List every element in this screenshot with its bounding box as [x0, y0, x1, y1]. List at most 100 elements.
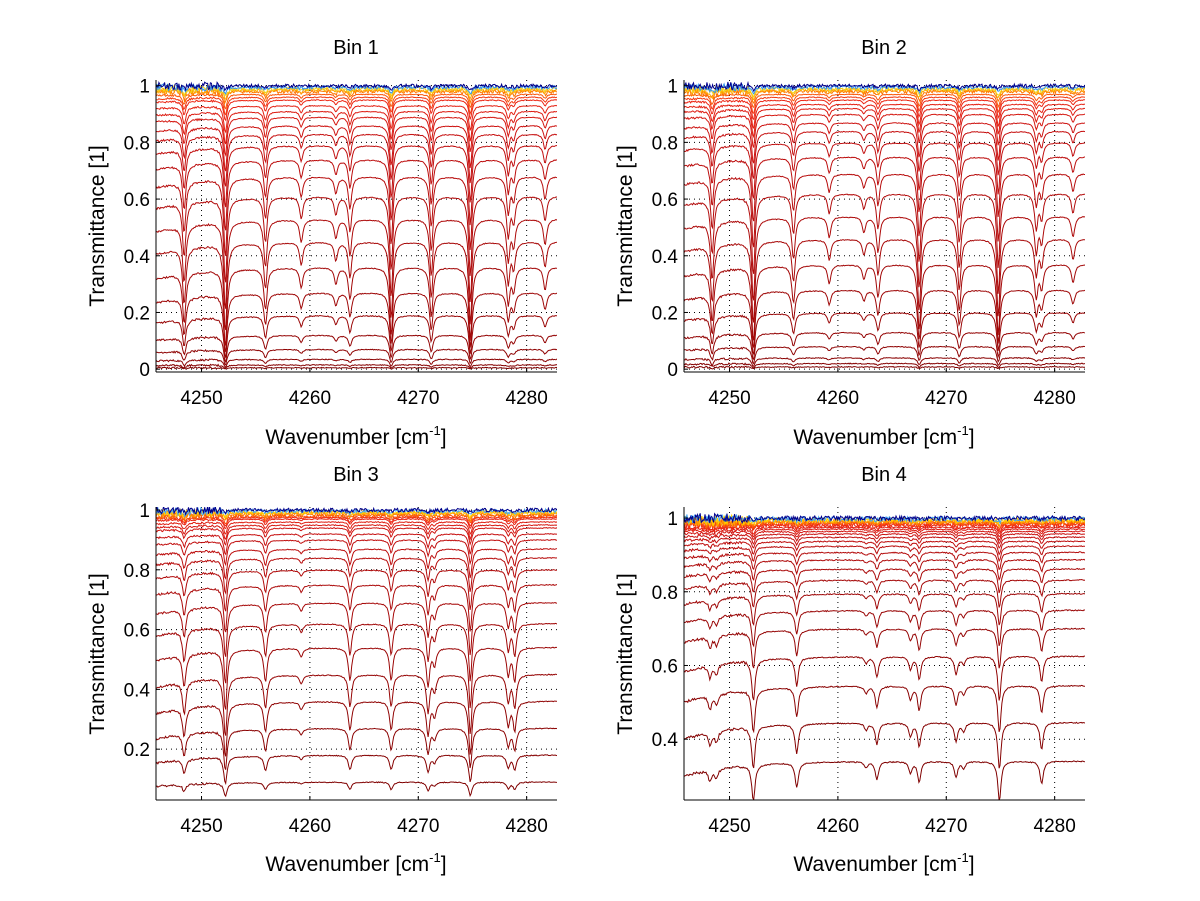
x-tick-label: 4280 — [1034, 388, 1076, 409]
spectrum-curve — [684, 93, 1085, 109]
x-tick-label: 4270 — [397, 816, 439, 837]
spectrum-curve — [684, 99, 1085, 121]
spectrum-curve — [156, 125, 557, 172]
spectrum-curve — [156, 524, 557, 542]
spectrum-curve — [156, 133, 557, 187]
spectrum-curve — [684, 567, 1085, 594]
spectrum-curve — [156, 196, 557, 283]
spectrum-curve — [684, 721, 1085, 769]
x-tick-label: 4260 — [289, 816, 331, 837]
spectrum-curve — [684, 528, 1085, 538]
spectrum-curve — [156, 547, 557, 580]
x-tick-label: 4260 — [817, 816, 859, 837]
spectrum-curve — [156, 510, 557, 524]
spectrum-curve — [156, 781, 557, 798]
grid — [156, 80, 557, 372]
spectrum-curve — [684, 558, 1085, 582]
spectrum-curve — [156, 533, 557, 556]
spectrum-curve — [156, 358, 557, 369]
spectrum-curve — [156, 96, 557, 116]
spectrum-curve — [684, 239, 1085, 323]
spectrum-curve — [156, 622, 557, 684]
spectrum-curve — [684, 193, 1085, 275]
spectrum-curve — [684, 156, 1085, 222]
spectrum-curve — [684, 103, 1085, 130]
spectrum-curve — [156, 521, 557, 536]
panel-bin-3: Bin 3 Wavenumber [cm-1] Transmittance [1… — [86, 464, 557, 876]
y-tick-label: 1 — [139, 501, 150, 522]
spectrum-curve — [156, 99, 557, 122]
y-tick-label: 0.8 — [124, 561, 150, 582]
spectrum-curve — [684, 289, 1085, 348]
spectrum-curve — [156, 518, 557, 530]
spectrum-curve — [684, 122, 1085, 164]
spectrum-curve — [684, 592, 1085, 626]
spectrum-curve — [156, 292, 557, 353]
spectrum-curve — [156, 366, 557, 370]
x-tick-label: 4260 — [289, 388, 331, 409]
y-tick-label: 0 — [139, 360, 150, 381]
spectrum-curve — [684, 312, 1085, 356]
spectrum-curve — [156, 527, 557, 546]
y-tick-label: 0.4 — [124, 247, 151, 268]
spectra — [684, 80, 1085, 370]
y-axis-label: Transmittance [1] — [614, 145, 637, 306]
y-tick-label: 0.4 — [124, 680, 151, 701]
x-tick-label: 4280 — [506, 816, 548, 837]
y-tick-label: 0.6 — [652, 656, 678, 677]
spectrum-curve — [684, 82, 1085, 95]
y-tick-label: 0.2 — [124, 303, 150, 324]
x-tick-label: 4260 — [817, 388, 859, 409]
spectrum-curve — [156, 314, 557, 358]
spectra — [156, 81, 557, 370]
x-tick-label: 4270 — [925, 816, 967, 837]
spectrum-curve — [684, 536, 1085, 549]
spectrum-curve — [156, 569, 557, 612]
x-tick-label: 4250 — [180, 816, 222, 837]
y-tick-label: 0.8 — [652, 133, 678, 154]
spectrum-curve — [156, 86, 557, 105]
y-tick-label: 0.8 — [124, 133, 150, 154]
x-tick-label: 4280 — [1034, 816, 1076, 837]
spectrum-curve — [156, 646, 557, 710]
spectrum-curve — [684, 530, 1085, 542]
spectrum-curve — [684, 107, 1085, 139]
y-tick-label: 0.8 — [652, 583, 678, 604]
spectrum-curve — [156, 267, 557, 346]
spectrum-curve — [684, 345, 1085, 365]
x-tick-label: 4250 — [708, 816, 750, 837]
spectrum-curve — [684, 512, 1085, 524]
spectrum-curve — [156, 507, 557, 516]
spectrum-curve — [156, 176, 557, 256]
spectrum-curve — [156, 673, 557, 736]
spectrum-curve — [684, 545, 1085, 563]
spectra — [684, 512, 1085, 800]
spectrum-curve — [684, 609, 1085, 648]
grid — [684, 507, 1085, 800]
spectrum-curve — [156, 700, 557, 757]
spectrum-curve — [156, 218, 557, 309]
spectrum-curve — [684, 760, 1085, 800]
spectrum-curve — [684, 130, 1085, 179]
spectrum-curve — [684, 540, 1085, 556]
y-tick-label: 0.6 — [652, 190, 678, 211]
spectrum-curve — [156, 159, 557, 231]
y-axis-label: Transmittance [1] — [86, 573, 109, 734]
spectrum-curve — [156, 93, 557, 110]
x-tick-label: 4250 — [708, 388, 750, 409]
x-axis-label: Wavenumber [cm-1] — [793, 423, 974, 449]
y-tick-label: 1 — [139, 77, 150, 98]
x-tick-label: 4280 — [506, 388, 548, 409]
spectrum-curve — [156, 508, 557, 521]
spectrum-curve — [684, 216, 1085, 301]
panel-title: Bin 1 — [333, 37, 379, 59]
y-tick-label: 0.2 — [124, 740, 150, 761]
spectrum-curve — [684, 173, 1085, 248]
y-tick-label: 0.4 — [652, 247, 679, 268]
grid — [156, 507, 557, 800]
panel-title: Bin 3 — [333, 464, 379, 486]
spectrum-curve — [156, 363, 557, 369]
spectrum-curve — [684, 551, 1085, 571]
spectrum-curve — [684, 96, 1085, 114]
spectrum-curve — [156, 334, 557, 364]
